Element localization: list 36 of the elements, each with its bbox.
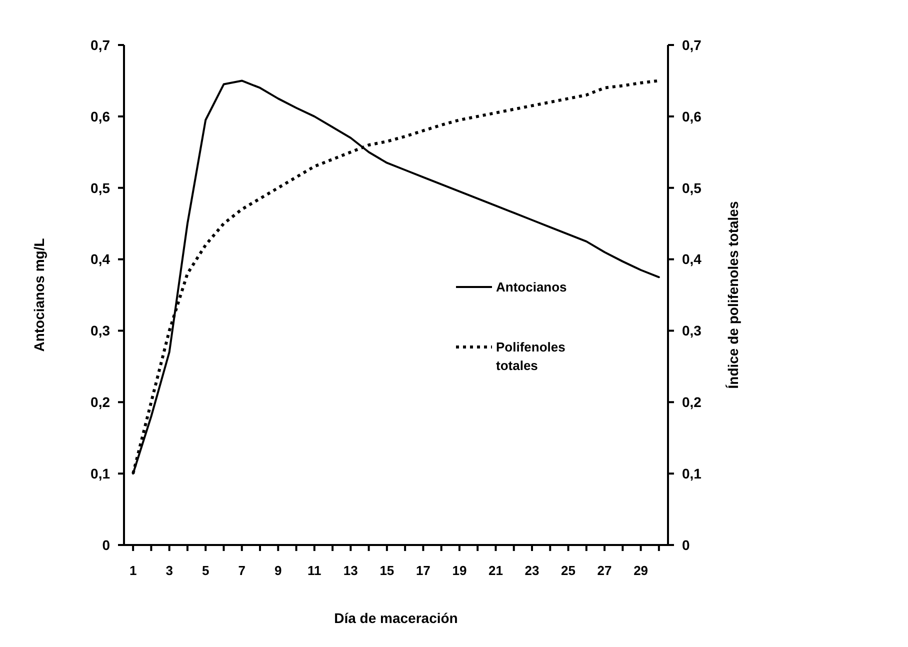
- y-tick-label: 0: [102, 536, 110, 553]
- y-tick-label: 0,7: [90, 36, 110, 53]
- y-tick-label: 0,5: [90, 180, 110, 196]
- y2-tick-label: 0,3: [682, 322, 702, 339]
- y2-axis-title: Índice de polifenoles totales: [725, 201, 741, 389]
- legend-label: Antocianos: [496, 280, 567, 295]
- x-tick-label: 7: [238, 563, 246, 578]
- y2-tick-label: 0,1: [682, 465, 702, 482]
- x-tick-label: 25: [561, 563, 576, 578]
- y-tick-label: 0,6: [90, 108, 110, 124]
- x-tick-label: 29: [634, 563, 648, 578]
- y2-tick-label: 0,2: [682, 394, 702, 410]
- x-tick-label: 1: [129, 563, 137, 578]
- x-tick-label: 19: [452, 563, 467, 578]
- x-tick-label: 5: [202, 563, 210, 578]
- x-tick-label: 13: [343, 563, 358, 578]
- x-tick-label: 17: [416, 563, 430, 578]
- y-tick-label: 0,2: [90, 394, 110, 410]
- y2-tick-label: 0,5: [682, 180, 702, 196]
- x-tick-label: 15: [380, 563, 394, 578]
- legend-label: Polifenoles totales: [496, 340, 566, 373]
- x-tick-label: 11: [308, 563, 322, 578]
- y2-tick-label: 0,6: [682, 108, 702, 124]
- x-tick-label: 21: [488, 563, 503, 578]
- x-tick-label: 23: [524, 563, 540, 578]
- x-axis-title: Día de maceración: [334, 610, 458, 626]
- y-tick-label: 0,3: [90, 322, 110, 339]
- x-tick-label: 3: [166, 563, 173, 578]
- x-tick-label: 9: [274, 563, 282, 578]
- y2-tick-label: 0,7: [682, 36, 702, 53]
- y-axis-title: Antocianos mg/L: [31, 238, 47, 352]
- y2-tick-label: 0,4: [682, 251, 702, 268]
- y2-tick-label: 0: [682, 536, 690, 553]
- x-tick-label: 27: [597, 563, 612, 578]
- y-tick-label: 0,4: [90, 251, 110, 268]
- y-tick-label: 0,1: [90, 465, 110, 482]
